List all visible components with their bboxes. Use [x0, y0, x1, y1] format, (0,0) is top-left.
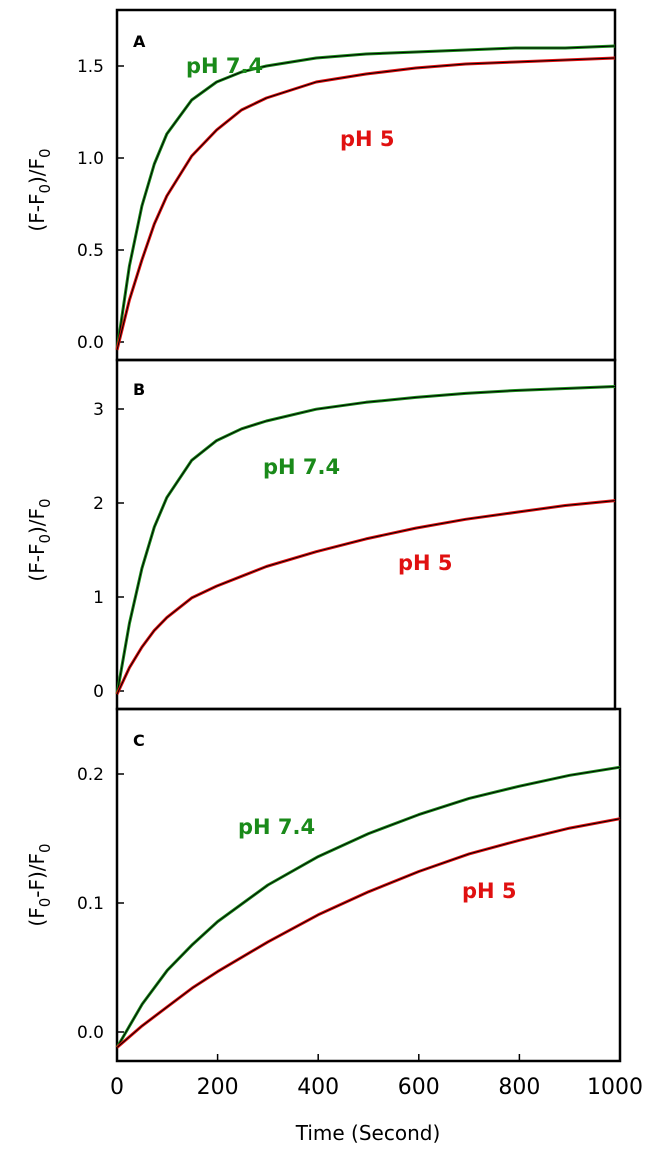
svg-text:(F-F0)/F0: (F-F0)/F0 [25, 148, 54, 231]
panel-b-ytick-label: 2 [93, 494, 104, 514]
panel-b-yticks: 0 1 2 3 [93, 400, 124, 702]
panel-c-frame [115, 707, 622, 1063]
panel-c-ytick-label: 0.0 [77, 1023, 104, 1043]
panel-c-yticks: 0.0 0.1 0.2 [77, 765, 124, 1043]
panel-b-ytick-label: 1 [93, 588, 104, 608]
panel-b-fit-line-ph74 [116, 386, 616, 695]
panel-b-ytick-label: 3 [93, 400, 104, 420]
panel-b-frame [115, 358, 617, 711]
panel-c-xtick-label: 800 [498, 1075, 540, 1100]
panel-b-ytick-label: 0 [93, 682, 104, 702]
panel-b: B 0 1 2 3 (F-F0)/F0 pH 7.4 pH 5 [25, 358, 617, 711]
panel-c-series [115, 765, 621, 1049]
panel-c-ytick-label: 0.1 [77, 894, 104, 914]
panel-a-series-line-ph74 [115, 44, 616, 351]
panel-b-ylabel: (F-F0)/F0 [25, 498, 54, 581]
panel-a-series-label-ph74: pH 7.4 [186, 54, 263, 78]
panel-c-ylabel: (F0-F)/F0 [25, 843, 54, 926]
panel-c-xtick-label: 200 [197, 1075, 239, 1100]
panel-c-series-line-ph74 [115, 765, 621, 1049]
panel-a-ytick-label: 0.0 [77, 333, 104, 353]
svg-text:(F0-F)/F0: (F0-F)/F0 [25, 843, 54, 926]
panel-c-xtick-label: 600 [398, 1075, 440, 1100]
panel-a-fit-line-ph74 [116, 45, 616, 351]
panel-a-letter: A [133, 32, 146, 51]
panel-a: A 0.0 0.5 1.0 1.5 (F-F0)/F0 pH 7.4 pH 5 [25, 8, 617, 362]
panel-c-xtick-label: 400 [297, 1075, 339, 1100]
panel-a-series [115, 44, 616, 351]
panel-c-fit-line-ph74 [116, 766, 621, 1048]
panel-b-letter: B [133, 380, 145, 399]
panel-b-series [115, 385, 616, 695]
panel-c-series-line-ph5 [116, 817, 621, 1049]
panel-c-ytick-label: 0.2 [77, 765, 104, 785]
panel-c-xtick-label: 0 [110, 1075, 124, 1100]
panel-a-ytick-label: 0.5 [77, 241, 104, 261]
panel-c-fit-line-ph5 [116, 818, 621, 1048]
x-axis-title: Time (Second) [295, 1121, 441, 1145]
panel-a-ytick-label: 1.5 [77, 57, 104, 77]
panel-a-ytick-label: 1.0 [77, 149, 104, 169]
panel-c-series-label-ph5: pH 5 [462, 879, 517, 903]
panel-a-fit-line-ph5 [116, 57, 616, 351]
panel-a-ylabel: (F-F0)/F0 [25, 148, 54, 231]
panel-c-xtick-label: 1000 [587, 1075, 643, 1100]
panel-c: C 0.0 0.1 0.2 0 200 400 600 800 1000 Tim… [25, 707, 643, 1145]
panel-a-series-label-ph5: pH 5 [340, 127, 395, 151]
panel-b-series-label-ph5: pH 5 [398, 551, 453, 575]
svg-text:(F-F0)/F0: (F-F0)/F0 [25, 498, 54, 581]
panel-b-series-label-ph74: pH 7.4 [263, 455, 340, 479]
panel-c-xticks: 0 200 400 600 800 1000 [110, 1054, 643, 1100]
panel-c-letter: C [133, 731, 145, 750]
panel-a-yticks: 0.0 0.5 1.0 1.5 [77, 57, 124, 353]
panel-b-fit-line-ph5 [116, 500, 616, 695]
panel-c-series-label-ph74: pH 7.4 [238, 815, 315, 839]
